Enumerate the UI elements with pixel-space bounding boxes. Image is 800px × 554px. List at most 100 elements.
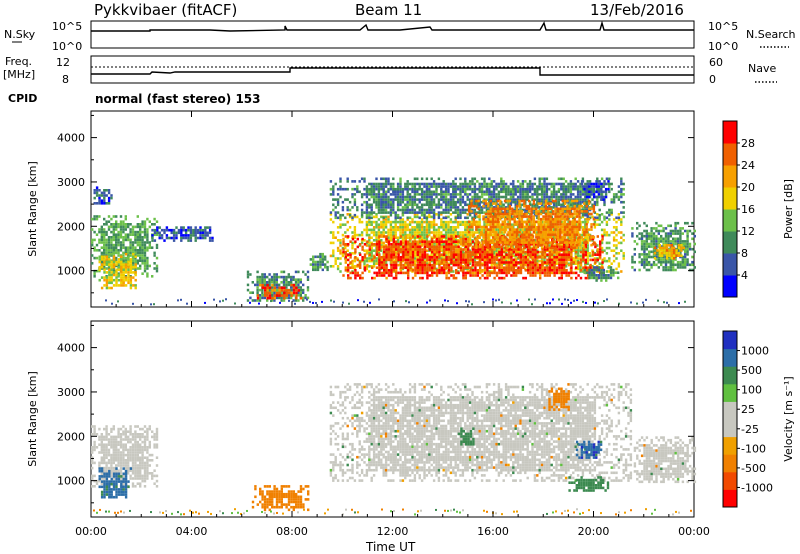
noise-right-tick-bottom: 10^0 (708, 40, 738, 53)
velocity-region-2 (251, 485, 310, 512)
colorbar-tick-label: -100 (741, 442, 766, 455)
colorbar-swatch (723, 383, 737, 402)
freq-label-2: [MHz] (3, 68, 35, 81)
freq-left-tick-bottom: 8 (62, 73, 69, 86)
colorbar-tick-label: -1000 (741, 481, 773, 494)
power-region-3 (151, 226, 214, 242)
colorbar-tick-label: -500 (741, 462, 766, 475)
y-axis-title: Slant Range [km] (26, 161, 39, 257)
colorbar-swatch (723, 454, 737, 473)
x-tick-label: 00:00 (75, 525, 107, 538)
y-tick-label: 2000 (57, 220, 85, 233)
velocity-region-1 (98, 467, 133, 499)
power-region-1 (93, 186, 113, 205)
colorbar-tick-label: 24 (741, 159, 755, 172)
y-tick-label: 1000 (57, 265, 85, 278)
x-tick-label: 12:00 (377, 525, 409, 538)
colorbar-tick-label: 100 (741, 384, 762, 397)
freq-line (91, 67, 694, 76)
colorbar-swatch (723, 165, 737, 188)
power-near-range-speckle (105, 298, 686, 306)
noise-left-tick-bottom: 10^0 (52, 40, 82, 53)
power-region-2 (98, 252, 137, 290)
velocity-near-range-speckle (93, 508, 692, 516)
noise-panel-frame (90, 20, 695, 49)
colorbar-swatch (723, 209, 737, 232)
velocity-region-5 (548, 387, 570, 411)
colorbar-title: Velocity [m s⁻¹] (782, 376, 795, 461)
colorbar-tick-label: 1000 (741, 345, 769, 358)
colorbar-tick-label: -25 (741, 423, 759, 436)
x-tick-label: 04:00 (176, 525, 208, 538)
colorbar-swatch (723, 187, 737, 210)
colorbar-swatch (723, 401, 737, 420)
colorbar-tick-label: 25 (741, 403, 755, 416)
x-tick-label: 16:00 (477, 525, 509, 538)
beam-title: Beam 11 (355, 1, 422, 19)
colorbar-swatch (723, 331, 737, 350)
nave-label: Nave (748, 62, 776, 75)
noise-left-tick-top: 10^5 (52, 20, 82, 33)
velocity-region-8 (633, 436, 697, 484)
velocity-region-6 (575, 440, 603, 459)
y-tick-label: 3000 (57, 176, 85, 189)
colorbar-title: Power [dB] (782, 179, 795, 239)
y-tick-label: 4000 (57, 132, 85, 145)
colorbar-tick-label: 16 (741, 203, 755, 216)
colorbar-swatch (723, 348, 737, 367)
colorbar-swatch (723, 121, 737, 144)
freq-left-tick-top: 12 (56, 56, 70, 69)
y-tick-label: 1000 (57, 475, 85, 488)
colorbar-swatch (723, 143, 737, 166)
colorbar-tick-label: 500 (741, 364, 762, 377)
cpid-text: normal (fast stereo) 153 (95, 92, 261, 106)
freq-right-tick-top: 60 (709, 56, 723, 69)
power-region-11 (580, 180, 610, 201)
x-tick-label: 08:00 (276, 525, 308, 538)
noise-left-label: N.Sky (4, 28, 36, 41)
y-axis-title: Slant Range [km] (26, 371, 39, 467)
power-region-6 (309, 252, 329, 272)
colorbar-swatch (723, 231, 737, 254)
noise-right-tick-top: 10^5 (708, 20, 738, 33)
velocity-region-4 (457, 427, 475, 446)
velocity-data-layer (91, 383, 697, 516)
cpid-label: CPID (8, 92, 37, 105)
power-colorbar: 4 8 12 16 20 24 28 Power [dB] (722, 120, 795, 298)
power-region-5 (256, 283, 303, 300)
power-panel: 1000 2000 3000 4000 Slant Range [km] (26, 110, 696, 308)
noise-right-label: N.Search (746, 28, 796, 41)
date-title: 13/Feb/2016 (590, 1, 684, 19)
freq-panel-frame (90, 55, 695, 84)
colorbar-swatch (723, 419, 737, 438)
y-tick-label: 3000 (57, 386, 85, 399)
colorbar-swatch (723, 436, 737, 455)
station-title: Pykkvibaer (fitACF) (94, 1, 237, 19)
velocity-region-7 (568, 476, 610, 492)
colorbar-tick-label: 8 (741, 247, 748, 260)
colorbar-frame (722, 330, 738, 508)
power-region-12 (583, 266, 620, 282)
noise-sky-line (91, 20, 694, 32)
freq-label-1: Freq. (5, 55, 32, 68)
freq-right-tick-bottom: 0 (709, 73, 716, 86)
velocity-colorbar: -1000 -500 -100 -25 25 100 500 1000 Velocity [m … (722, 330, 795, 508)
y-tick-label: 4000 (57, 342, 85, 355)
power-data-layer (91, 177, 696, 306)
power-region-14 (653, 244, 685, 260)
colorbar-swatch (723, 253, 737, 276)
colorbar-tick-label: 28 (741, 137, 755, 150)
velocity-panel: 00:00 04:00 08:00 12:00 16:00 20:00 00:00 1000 2… (26, 320, 710, 538)
x-tick-label: 00:00 (678, 525, 710, 538)
colorbar-swatch (723, 471, 737, 490)
x-tick-label: 20:00 (578, 525, 610, 538)
y-tick-label: 2000 (57, 430, 85, 443)
colorbar-swatch (723, 366, 737, 385)
colorbar-swatch (723, 489, 737, 508)
velocity-axes: 00:00 04:00 08:00 12:00 16:00 20:00 00:00 1000 2… (26, 321, 710, 538)
colorbar-tick-label: 4 (741, 269, 748, 282)
x-axis-title: Time UT (365, 540, 416, 554)
colorbar-tick-label: 12 (741, 225, 755, 238)
power-region-10 (467, 199, 596, 250)
